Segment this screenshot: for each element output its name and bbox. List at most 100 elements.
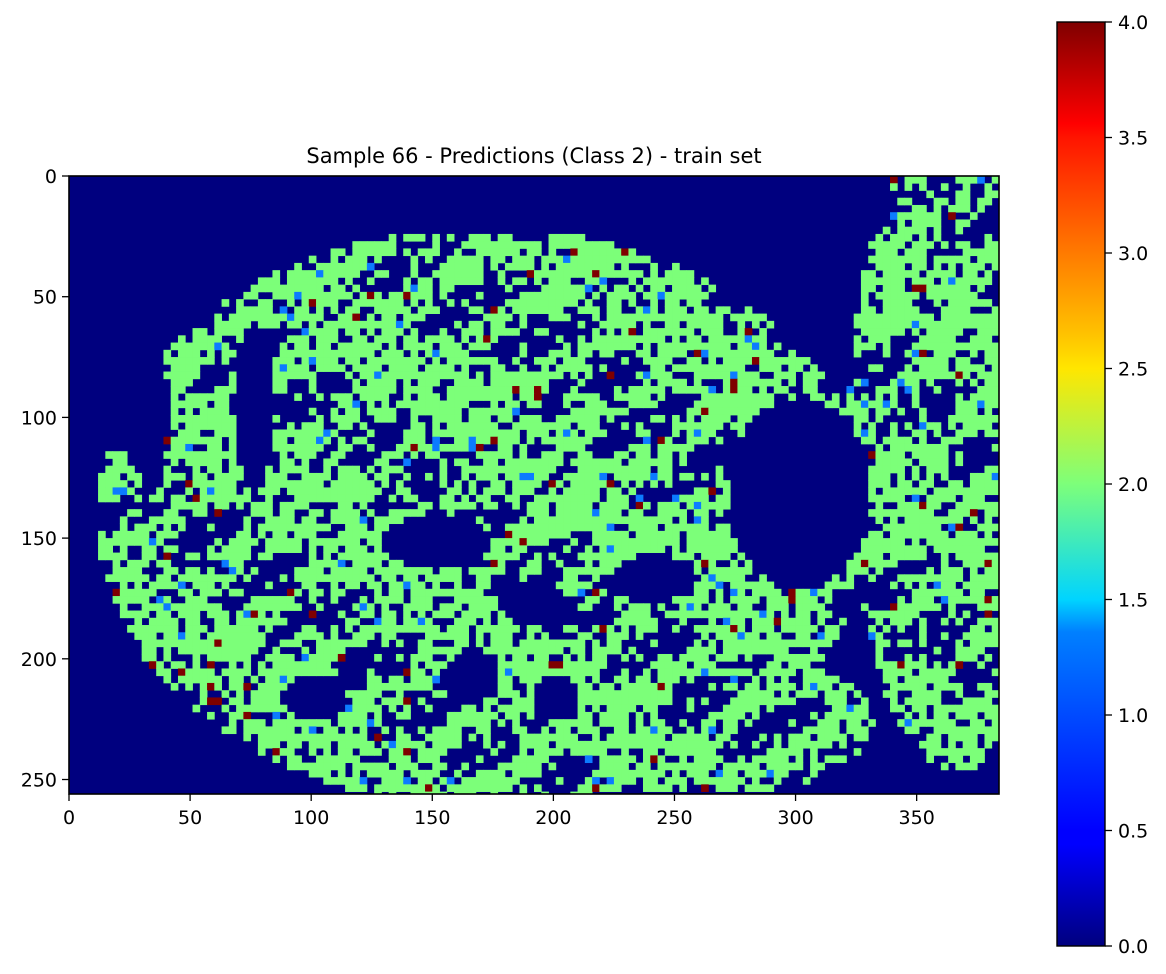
heatmap-cell — [606, 494, 615, 503]
heatmap-cell — [388, 617, 397, 626]
heatmap-cell — [519, 386, 528, 394]
heatmap-cell — [817, 726, 826, 735]
heatmap-cell — [214, 653, 222, 662]
heatmap-cell — [715, 480, 724, 488]
heatmap-cell — [824, 719, 833, 727]
heatmap-cell — [446, 625, 455, 633]
heatmap-cell — [214, 603, 222, 611]
heatmap-cell — [548, 762, 557, 771]
heatmap-cell — [257, 704, 266, 713]
heatmap-cell — [795, 632, 804, 640]
heatmap-cell — [207, 574, 215, 582]
heatmap-cell — [788, 682, 796, 691]
heatmap-cell — [497, 552, 506, 561]
heatmap-cell — [228, 559, 237, 568]
heatmap-cell — [388, 342, 397, 351]
heatmap-cell — [105, 494, 113, 503]
heatmap-cell — [207, 342, 215, 351]
heatmap-cell — [207, 480, 215, 488]
heatmap-cell — [119, 567, 128, 575]
heatmap-cell — [904, 661, 913, 669]
heatmap-cell — [584, 262, 593, 271]
heatmap-cell — [592, 306, 600, 314]
heatmap-cell — [163, 357, 172, 365]
heatmap-cell — [882, 625, 891, 633]
heatmap-cell — [672, 596, 680, 604]
heatmap-cell — [831, 719, 840, 727]
heatmap-cell — [286, 458, 295, 467]
heatmap-cell — [214, 328, 222, 336]
heatmap-cell — [243, 516, 252, 525]
heatmap-cell — [490, 320, 499, 329]
heatmap-cell — [969, 574, 978, 582]
heatmap-cell — [613, 704, 622, 713]
heatmap-cell — [374, 299, 382, 307]
heatmap-cell — [177, 603, 186, 611]
heatmap-cell — [294, 733, 302, 742]
heatmap-cell — [308, 299, 317, 307]
heatmap-cell — [475, 603, 484, 611]
heatmap-cell — [381, 414, 390, 423]
heatmap-cell — [919, 183, 927, 191]
heatmap-cell — [628, 523, 637, 532]
heatmap-cell — [512, 545, 520, 553]
heatmap-cell — [185, 610, 193, 619]
heatmap-cell — [286, 509, 295, 517]
heatmap-cell — [664, 313, 673, 322]
heatmap-cell — [526, 248, 535, 257]
heatmap-cell — [286, 711, 295, 720]
heatmap-cell — [294, 494, 302, 503]
heatmap-cell — [940, 270, 949, 278]
heatmap-cell — [425, 588, 433, 597]
heatmap-cell — [534, 465, 542, 474]
heatmap-cell — [548, 277, 557, 286]
heatmap-cell — [388, 509, 397, 517]
heatmap-cell — [911, 349, 920, 358]
heatmap-cell — [366, 299, 375, 307]
heatmap-cell — [897, 509, 905, 517]
heatmap-cell — [563, 255, 571, 264]
heatmap-cell — [207, 436, 215, 445]
heatmap-cell — [642, 740, 651, 749]
heatmap-cell — [759, 378, 767, 387]
heatmap-cell — [926, 480, 935, 488]
heatmap-cell — [926, 719, 935, 727]
heatmap-cell — [236, 610, 244, 619]
heatmap-cell — [490, 386, 499, 394]
heatmap-cell — [504, 690, 513, 698]
heatmap-cell — [98, 480, 106, 488]
heatmap-cell — [337, 530, 346, 539]
heatmap-cell — [366, 682, 375, 691]
heatmap-cell — [555, 501, 564, 510]
heatmap-cell — [548, 371, 557, 380]
heatmap-cell — [555, 241, 564, 249]
heatmap-cell — [105, 538, 113, 546]
heatmap-cell — [534, 516, 542, 525]
heatmap-cell — [642, 733, 651, 742]
heatmap-cell — [730, 682, 738, 691]
heatmap-cell — [534, 277, 542, 286]
heatmap-cell — [134, 509, 143, 517]
heatmap-cell — [454, 422, 462, 430]
heatmap-cell — [504, 538, 513, 546]
heatmap-cell — [875, 472, 884, 481]
heatmap-cell — [701, 769, 709, 778]
heatmap-cell — [555, 270, 564, 278]
heatmap-cell — [570, 414, 578, 423]
heatmap-cell — [897, 704, 905, 713]
heatmap-cell — [439, 291, 448, 300]
heatmap-cell — [642, 451, 651, 459]
heatmap-cell — [860, 711, 869, 720]
heatmap-cell — [969, 559, 978, 568]
heatmap-cell — [948, 719, 956, 727]
heatmap-cell — [504, 378, 513, 387]
heatmap-cell — [395, 364, 404, 372]
heatmap-cell — [250, 632, 259, 640]
heatmap-cell — [955, 371, 964, 380]
heatmap-cell — [308, 530, 317, 539]
heatmap-cell — [613, 719, 622, 727]
heatmap-cell — [570, 436, 578, 445]
y-tick-label: 0 — [45, 166, 57, 188]
heatmap-cell — [207, 646, 215, 655]
heatmap-cell — [446, 574, 455, 582]
